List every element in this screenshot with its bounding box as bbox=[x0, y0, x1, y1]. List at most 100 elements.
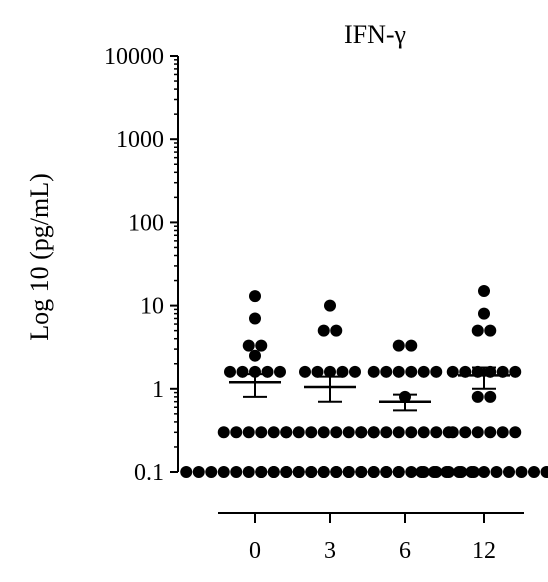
data-point bbox=[484, 324, 497, 337]
data-point bbox=[205, 466, 218, 478]
data-point bbox=[392, 339, 405, 352]
data-point bbox=[267, 426, 280, 439]
data-point bbox=[317, 466, 330, 478]
data-point bbox=[305, 466, 318, 478]
data-point bbox=[249, 349, 261, 362]
data-point bbox=[453, 466, 465, 478]
data-point bbox=[299, 365, 311, 378]
data-point bbox=[317, 324, 330, 337]
data-point bbox=[380, 365, 393, 378]
data-point bbox=[224, 365, 236, 378]
data-point bbox=[330, 324, 343, 337]
data-point bbox=[478, 284, 490, 297]
data-point bbox=[428, 466, 440, 478]
y-tick-label: 1000 bbox=[116, 127, 164, 153]
data-point bbox=[330, 426, 343, 439]
data-point bbox=[380, 426, 393, 439]
data-point bbox=[242, 426, 255, 439]
data-point bbox=[471, 324, 484, 337]
x-tick-label: 6 bbox=[399, 538, 411, 564]
data-point bbox=[509, 426, 522, 439]
data-point bbox=[355, 466, 368, 478]
x-tick-label: 3 bbox=[324, 538, 336, 564]
data-point bbox=[405, 466, 418, 478]
data-point bbox=[471, 390, 484, 403]
data-point bbox=[336, 365, 349, 378]
data-point bbox=[274, 365, 286, 378]
x-tick-label: 12 bbox=[472, 538, 496, 564]
data-point bbox=[292, 426, 305, 439]
data-point bbox=[367, 365, 380, 378]
data-point bbox=[496, 426, 509, 439]
data-point bbox=[392, 365, 405, 378]
data-point bbox=[230, 466, 243, 478]
y-tick-label: 1 bbox=[152, 377, 164, 403]
chart-title: IFN-γ bbox=[344, 20, 406, 49]
data-point bbox=[478, 307, 490, 320]
data-point bbox=[280, 426, 293, 439]
data-point bbox=[417, 426, 430, 439]
data-point bbox=[261, 365, 274, 378]
data-point bbox=[249, 312, 261, 325]
x-ticks: 0 3 6 12 bbox=[249, 513, 496, 564]
data-point bbox=[330, 466, 343, 478]
data-point bbox=[430, 426, 443, 439]
data-point bbox=[292, 466, 305, 478]
y-axis-label: Log 10 (pg/mL) bbox=[25, 173, 54, 341]
data-point bbox=[255, 426, 268, 439]
data-point bbox=[440, 466, 453, 478]
data-point bbox=[446, 426, 459, 439]
data-point bbox=[355, 426, 368, 439]
y-tick-label: 10 bbox=[140, 294, 164, 320]
data-point bbox=[540, 466, 548, 478]
data-point bbox=[503, 466, 515, 478]
data-point bbox=[380, 466, 393, 478]
error-bars bbox=[229, 366, 510, 412]
data-point bbox=[317, 426, 330, 439]
data-point bbox=[242, 466, 255, 478]
data-point bbox=[249, 290, 261, 303]
data-point bbox=[484, 390, 497, 403]
data-point bbox=[217, 466, 230, 478]
data-point bbox=[430, 365, 443, 378]
data-point bbox=[324, 299, 336, 312]
y-tick-label: 100 bbox=[128, 210, 164, 236]
data-points bbox=[180, 284, 548, 478]
y-ticks: 0.1 1 10 100 1000 10000 bbox=[104, 44, 178, 486]
data-point bbox=[405, 365, 418, 378]
data-point bbox=[405, 339, 418, 352]
data-point bbox=[392, 466, 405, 478]
data-point bbox=[509, 365, 522, 378]
data-point bbox=[367, 466, 380, 478]
data-point bbox=[415, 466, 428, 478]
data-point bbox=[192, 466, 205, 478]
x-tick-label: 0 bbox=[249, 538, 261, 564]
data-point bbox=[342, 426, 355, 439]
data-point bbox=[180, 466, 193, 478]
data-point bbox=[484, 426, 497, 439]
data-point bbox=[230, 426, 243, 439]
data-point bbox=[349, 365, 361, 378]
data-point bbox=[392, 426, 405, 439]
y-tick-label: 0.1 bbox=[134, 460, 164, 486]
data-point bbox=[242, 339, 255, 352]
data-point bbox=[465, 466, 478, 478]
data-point bbox=[255, 339, 268, 352]
data-point bbox=[367, 426, 380, 439]
y-tick-label: 10000 bbox=[104, 44, 164, 70]
data-point bbox=[417, 365, 430, 378]
data-point bbox=[217, 426, 230, 439]
data-point bbox=[405, 426, 418, 439]
data-point bbox=[311, 365, 324, 378]
data-point bbox=[471, 426, 484, 439]
data-point bbox=[446, 365, 459, 378]
data-point bbox=[528, 466, 540, 478]
data-point bbox=[280, 466, 293, 478]
data-point bbox=[342, 466, 355, 478]
data-point bbox=[267, 466, 280, 478]
data-point bbox=[459, 426, 472, 439]
data-point bbox=[324, 365, 336, 378]
data-point bbox=[515, 466, 528, 478]
data-point bbox=[236, 365, 249, 378]
data-point bbox=[490, 466, 503, 478]
